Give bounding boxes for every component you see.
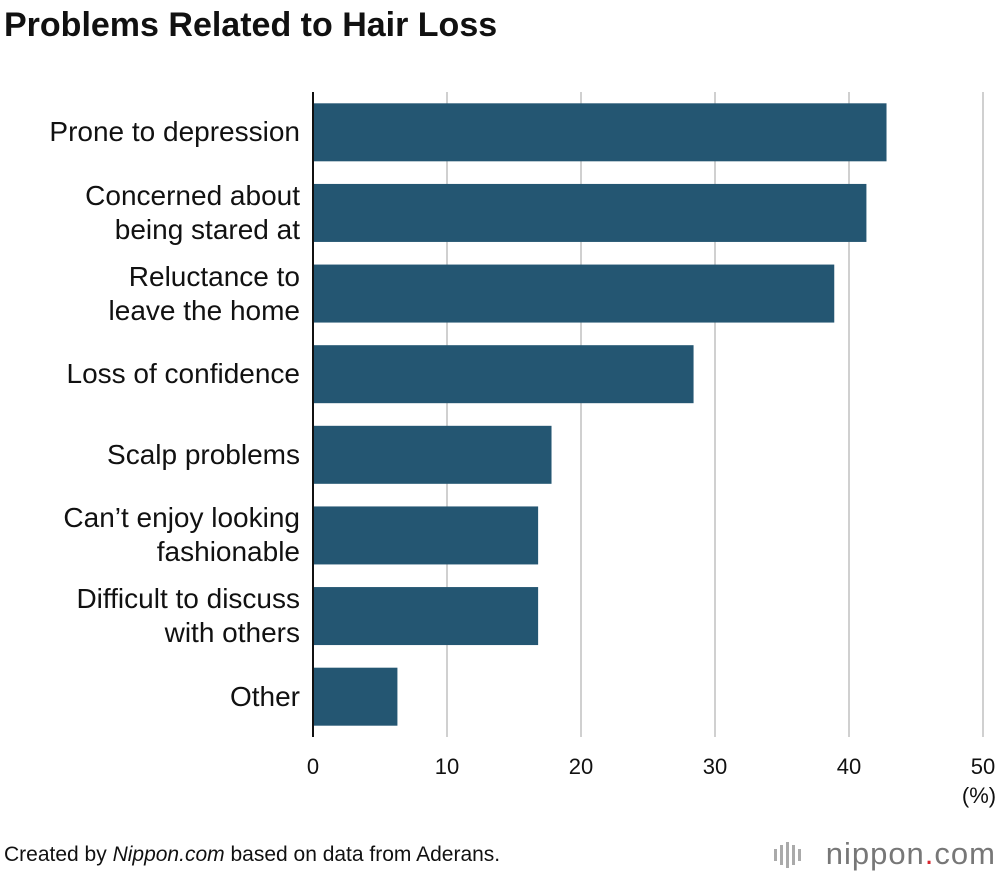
- bar: [313, 506, 539, 565]
- y-tick-label: Other: [229, 680, 300, 712]
- footer-text: based on data from Aderans.: [224, 843, 501, 866]
- bar: [313, 587, 539, 646]
- chart-title: Problems Related to Hair Loss: [4, 6, 498, 44]
- x-tick-label: 0: [307, 754, 319, 779]
- logo-icon: [774, 842, 801, 868]
- logo: nippon.com: [826, 836, 996, 872]
- bar: [313, 345, 694, 404]
- logo-dot: .: [924, 836, 935, 871]
- footer: Created by Nippon.com based on data from…: [4, 843, 500, 867]
- footer-source: Nippon.com: [112, 843, 225, 866]
- x-tick-label: 10: [435, 754, 459, 779]
- y-tick-label: Can’t enjoy looking fashionable: [63, 502, 300, 568]
- bar: [313, 667, 398, 726]
- x-unit: (%): [962, 783, 996, 808]
- x-tick-label: 30: [703, 754, 727, 779]
- logo-text: com: [934, 836, 996, 871]
- bar: [313, 425, 552, 484]
- bar: [313, 183, 867, 242]
- y-tick-label: Loss of confidence: [66, 358, 301, 390]
- y-tick-label: Difficult to discuss with others: [76, 583, 300, 649]
- y-tick-label: Reluctance to leave the home: [108, 260, 300, 326]
- y-tick-label: Scalp problems: [107, 438, 300, 470]
- x-tick-label: 40: [837, 754, 861, 779]
- logo-text: nippon: [825, 836, 925, 871]
- bar: [313, 264, 835, 323]
- y-tick-label: Prone to depression: [49, 116, 300, 148]
- x-tick-label: 20: [569, 754, 593, 779]
- footer-text: Created by: [4, 843, 113, 866]
- bar: [313, 103, 887, 162]
- y-tick-label: Concerned about being stared at: [85, 179, 300, 245]
- x-tick-label: 50: [971, 754, 995, 779]
